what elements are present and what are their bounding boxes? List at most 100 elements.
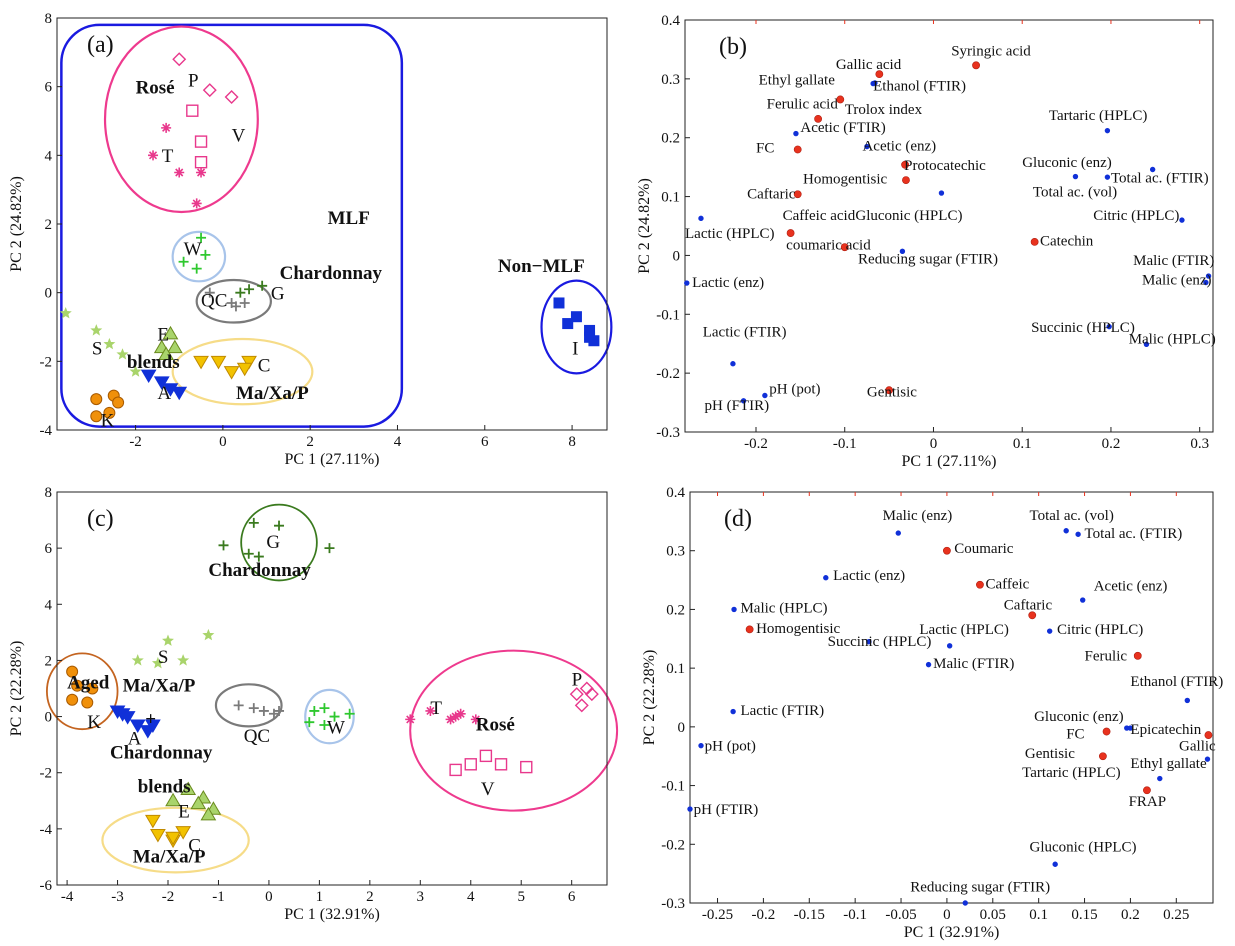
loading-point: [943, 546, 951, 555]
loading-point: [1072, 173, 1079, 180]
y-tick-label: -0.2: [656, 366, 680, 382]
loading-point: [962, 900, 968, 906]
x-tick-label: -0.05: [885, 907, 916, 923]
data-point-square: [570, 311, 582, 323]
y-axis-label: PC 2 (24.82%): [8, 176, 25, 272]
loading-label: Total ac. (vol): [1029, 508, 1113, 524]
x-tick-label: 2: [366, 889, 374, 905]
data-point-circle: [66, 693, 79, 706]
loading-point: [1063, 528, 1069, 534]
data-point-plus: [268, 708, 279, 719]
data-point-square-open: [449, 763, 462, 777]
y-tick-label: -4: [40, 423, 53, 439]
data-point-circle: [112, 396, 125, 409]
loading-label: pH (FTIR): [705, 398, 770, 414]
data-point-plus: [218, 540, 229, 551]
y-tick-label: -0.3: [656, 425, 680, 441]
rose-ellipse: [409, 649, 619, 812]
group-label: A: [128, 729, 142, 750]
data-point-plus: [248, 517, 259, 528]
loading-point: [1184, 697, 1191, 704]
data-point-triangle-down: [145, 719, 161, 733]
loading-point: [925, 661, 932, 668]
data-point-diamond-open: [202, 83, 217, 98]
data-point-triangle-down: [241, 355, 257, 370]
w-ellipse: [171, 230, 227, 283]
group-label: P: [188, 71, 199, 92]
loading-label: Malic (enz): [1142, 272, 1212, 288]
loading-label: Catechin: [1040, 233, 1094, 249]
x-tick-label: 0.1: [1013, 436, 1032, 452]
loading-label: Tartaric (HPLC): [1022, 765, 1121, 781]
data-point-plus: [200, 249, 211, 260]
y-tick-label: 0.3: [666, 544, 685, 560]
loading-point: [823, 575, 829, 581]
x-tick-label: 0: [219, 434, 227, 450]
group-label: P: [572, 670, 583, 691]
data-point-star-small: [202, 628, 215, 641]
loading-label: FRAP: [1129, 794, 1167, 810]
y-tick-label: -0.1: [656, 307, 680, 323]
data-point-star: [196, 167, 207, 178]
loading-point: [684, 280, 690, 286]
group-label: T: [162, 146, 174, 167]
data-point-triangle-down: [223, 366, 240, 380]
loading-label: Ferulic: [1085, 649, 1128, 665]
data-point-circle: [66, 665, 79, 678]
data-point-star: [470, 714, 481, 725]
qc-ellipse: [195, 278, 272, 324]
data-point-square-open: [520, 760, 533, 774]
x-tick-label: 6: [568, 889, 576, 905]
group-label: Chardonnay: [110, 743, 213, 764]
loading-point: [687, 806, 693, 812]
data-point-star-small: [103, 337, 116, 350]
group-label: W: [184, 239, 202, 260]
loading-label: Total ac. (vol): [1033, 185, 1117, 201]
group-label: C: [258, 356, 271, 377]
data-point-star: [455, 708, 466, 719]
loading-point: [1104, 174, 1111, 180]
data-point-circle: [71, 679, 84, 692]
data-point-plus: [304, 717, 315, 728]
data-point-plus: [178, 256, 189, 267]
data-point-triangle-down: [210, 355, 227, 370]
group-label: QC: [201, 290, 227, 311]
loading-label: Trolox index: [845, 102, 923, 118]
loading-point: [793, 130, 799, 137]
data-point-triangle-up: [166, 339, 183, 354]
data-point-triangle-up: [200, 806, 217, 821]
loading-label: Malic (HPLC): [740, 600, 827, 616]
x-tick-label: 0.05: [980, 907, 1006, 923]
loading-label: pH (pot): [705, 738, 756, 754]
x-tick-label: 0: [265, 889, 273, 905]
data-point-star-small: [151, 656, 164, 669]
loading-label: Ethanol (FTIR): [1130, 674, 1223, 690]
y-tick-label: -4: [40, 822, 53, 838]
maxap-ellipse: [171, 337, 314, 406]
group-label: blends: [138, 776, 191, 797]
data-point-star-small: [59, 306, 72, 319]
data-point-diamond-open: [224, 89, 239, 104]
group-label: Ma/Xa/P: [123, 675, 196, 696]
data-point-plus: [235, 287, 246, 298]
loading-label: Caftaric: [1004, 597, 1053, 613]
data-point-plus: [230, 301, 241, 312]
loading-point: [972, 61, 980, 70]
x-tick-label: 0.15: [1071, 907, 1097, 923]
x-tick-label: -1: [212, 889, 225, 905]
loading-point: [1203, 279, 1209, 286]
x-tick-label: 0.2: [1102, 436, 1121, 452]
group-label: Chardonnay: [280, 263, 383, 284]
x-axis-label: PC 1 (27.11%): [902, 453, 997, 470]
group-label: V: [481, 779, 495, 800]
loading-point: [866, 639, 872, 645]
loading-label: Acetic (FTIR): [800, 120, 885, 136]
loading-label: Ethyl gallate: [1130, 756, 1207, 772]
loading-label: Protocatechic: [904, 158, 986, 174]
loading-point: [814, 114, 823, 123]
group-label: E: [157, 325, 169, 346]
data-point-star-small: [90, 324, 103, 336]
data-point-circle: [86, 682, 99, 695]
loading-point: [902, 176, 910, 184]
data-point-square: [588, 335, 600, 347]
